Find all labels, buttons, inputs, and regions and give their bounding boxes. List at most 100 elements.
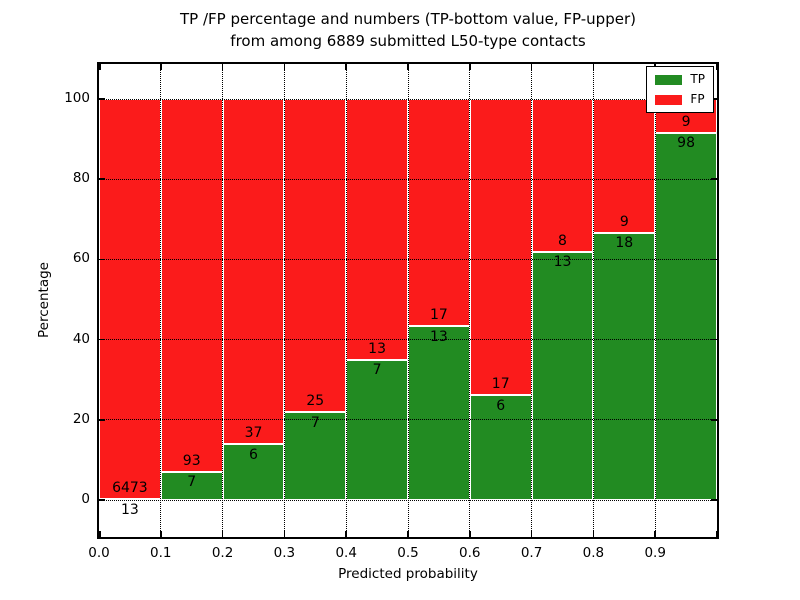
tp-legend-swatch — [655, 74, 683, 85]
y-tick-label: 80 — [72, 170, 90, 187]
x-tick-mark — [592, 531, 595, 537]
x-tick-label: 0.9 — [644, 545, 666, 561]
y-tick-mark-right — [711, 419, 717, 421]
fp-count-label: 25 — [306, 393, 325, 410]
tp-legend-label: TP — [690, 72, 705, 86]
x-tick-label: 0.5 — [397, 545, 419, 561]
bar-fp-segment — [222, 99, 285, 445]
legend-item-fp: FP — [655, 93, 705, 106]
fp-legend-label: FP — [690, 92, 705, 106]
x-tick-mark — [407, 531, 409, 537]
vertical-gridline — [345, 64, 347, 537]
x-tick-mark — [715, 531, 717, 537]
legend: TP FP — [646, 66, 714, 113]
horizontal-gridline — [99, 98, 717, 100]
tp-count-label: 7 — [310, 414, 320, 431]
vertical-gridline — [592, 64, 594, 537]
tp-count-label: 13 — [553, 254, 572, 271]
fp-count-label: 17 — [429, 307, 448, 324]
plot-area: TP FP 6473 13 93 7 37 6 25 7 13 7 17 13 17 6 8 13 9 18 9 98 — [97, 62, 719, 539]
x-tick-mark-top — [592, 64, 595, 70]
y-tick-mark — [99, 338, 105, 341]
x-tick-mark-top — [407, 64, 409, 70]
x-tick-mark-top — [530, 64, 533, 70]
chart-title-line2: from among 6889 submitted L50-type conta… — [230, 32, 586, 50]
tp-count-label: 7 — [372, 362, 382, 379]
tp-count-label: 6 — [249, 446, 258, 463]
y-tick-mark-right — [711, 98, 717, 100]
bar-fp-segment — [593, 99, 656, 233]
x-tick-mark — [99, 531, 101, 537]
tp-count-label: 6 — [496, 397, 506, 414]
x-tick-mark — [469, 531, 471, 537]
x-tick-mark — [654, 531, 656, 537]
x-tick-mark — [221, 531, 224, 537]
y-tick-mark-right — [711, 258, 717, 261]
y-tick-mark-right — [711, 499, 717, 501]
bar-fp-segment — [346, 99, 408, 360]
x-tick-mark — [160, 531, 162, 537]
x-tick-mark-top — [345, 64, 347, 70]
y-tick-mark-right — [711, 178, 717, 180]
vertical-gridline — [160, 64, 162, 537]
horizontal-gridline — [99, 258, 717, 260]
vertical-gridline — [654, 64, 656, 537]
chart-title: TP /FP percentage and numbers (TP-bottom… — [97, 8, 719, 52]
x-tick-label: 0.1 — [150, 545, 172, 561]
x-tick-label: 0.3 — [273, 545, 296, 561]
fp-count-label: 6473 — [112, 480, 148, 497]
tp-count-label: 18 — [615, 235, 634, 252]
fp-count-label: 9 — [619, 213, 629, 230]
fp-count-label: 8 — [558, 232, 567, 249]
fp-legend-swatch — [655, 94, 683, 105]
y-axis-title: Percentage — [36, 262, 52, 338]
x-tick-label: 0.6 — [459, 545, 481, 561]
tp-count-label: 98 — [677, 135, 695, 152]
y-tick-mark — [99, 419, 105, 421]
y-tick-mark-right — [711, 338, 717, 341]
bar-fp-segment — [531, 99, 594, 252]
x-tick-mark — [345, 531, 347, 537]
x-tick-label: 0.0 — [88, 545, 110, 561]
tp-count-label: 13 — [120, 501, 139, 518]
bar-tp-segment — [346, 359, 408, 500]
x-tick-mark-top — [283, 64, 286, 70]
vertical-gridline — [407, 64, 409, 537]
fp-count-label: 9 — [681, 113, 691, 130]
vertical-gridline — [469, 64, 471, 537]
bar-fp-segment — [408, 99, 470, 327]
y-tick-mark — [99, 499, 105, 501]
x-tick-label: 0.7 — [520, 545, 543, 561]
bar-tp-segment — [655, 132, 717, 500]
y-tick-mark — [99, 178, 105, 180]
y-tick-label: 40 — [72, 330, 90, 347]
legend-item-tp: TP — [655, 73, 705, 86]
y-tick-mark — [99, 98, 105, 100]
x-tick-mark-top — [99, 64, 101, 70]
x-tick-label: 0.4 — [335, 545, 357, 561]
tp-count-label: 13 — [429, 328, 448, 345]
fp-count-label: 37 — [244, 425, 263, 442]
bar-fp-segment — [469, 99, 532, 396]
x-tick-mark — [283, 531, 286, 537]
fp-count-label: 13 — [368, 340, 386, 357]
x-tick-mark-top — [160, 64, 162, 70]
bar-fp-segment — [99, 99, 161, 500]
bar-tp-segment — [531, 251, 594, 500]
tp-count-label: 7 — [187, 474, 197, 491]
bar-tp-segment — [593, 232, 656, 500]
x-tick-mark-top — [221, 64, 224, 70]
fp-count-label: 17 — [491, 376, 510, 393]
x-tick-label: 0.8 — [582, 545, 605, 561]
horizontal-gridline — [99, 339, 717, 341]
y-tick-label: 0 — [81, 491, 90, 507]
x-tick-mark — [530, 531, 533, 537]
bar-fp-segment — [284, 99, 347, 413]
y-tick-label: 100 — [64, 90, 90, 106]
y-tick-label: 20 — [72, 410, 90, 427]
y-tick-mark — [99, 258, 105, 261]
horizontal-gridline — [99, 499, 717, 501]
x-axis-title: Predicted probability — [338, 566, 478, 582]
bar-fp-segment — [160, 99, 223, 472]
chart-title-line1: TP /FP percentage and numbers (TP-bottom… — [180, 10, 636, 28]
